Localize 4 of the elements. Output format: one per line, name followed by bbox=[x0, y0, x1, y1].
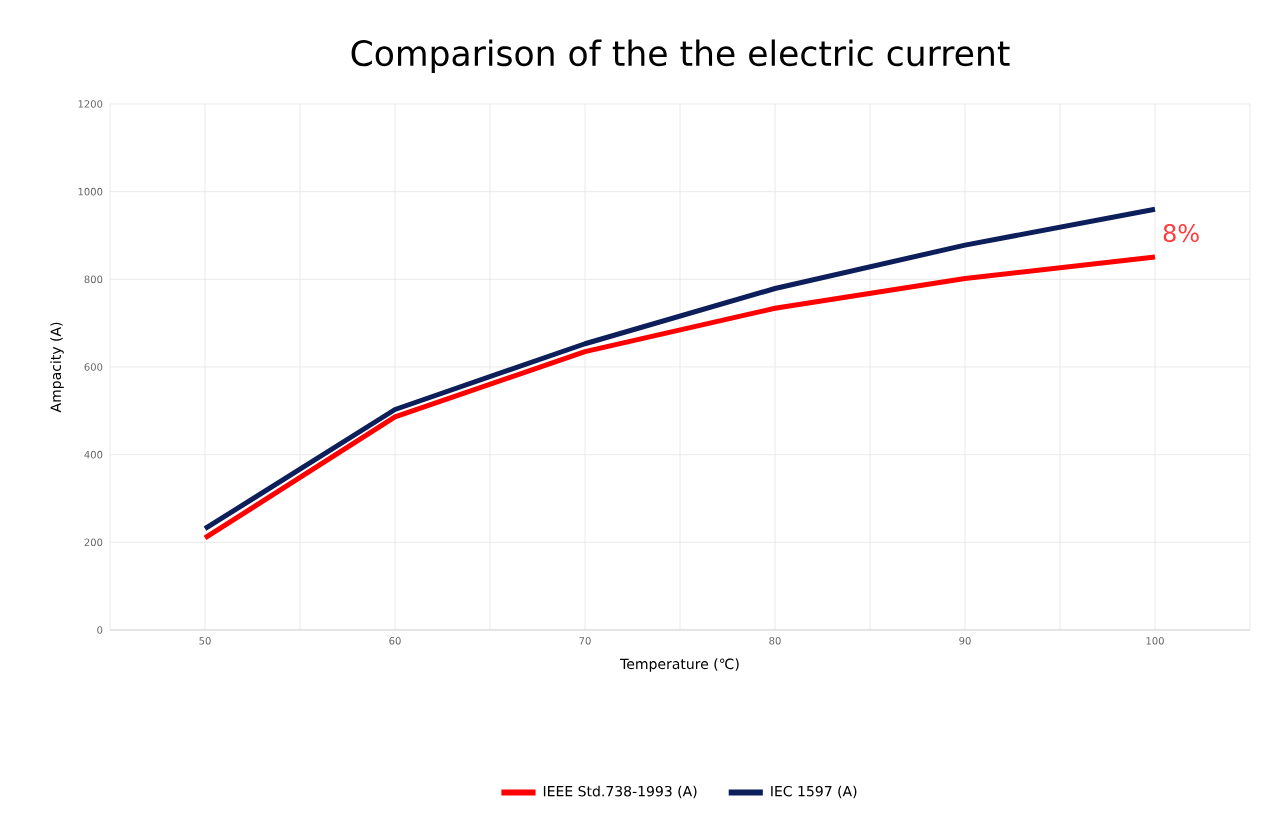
chart-title: Comparison of the the electric current bbox=[351, 39, 1010, 73]
line-series bbox=[202, 254, 1158, 541]
line-series bbox=[202, 206, 1158, 532]
annotation: 8% bbox=[1163, 223, 1199, 243]
